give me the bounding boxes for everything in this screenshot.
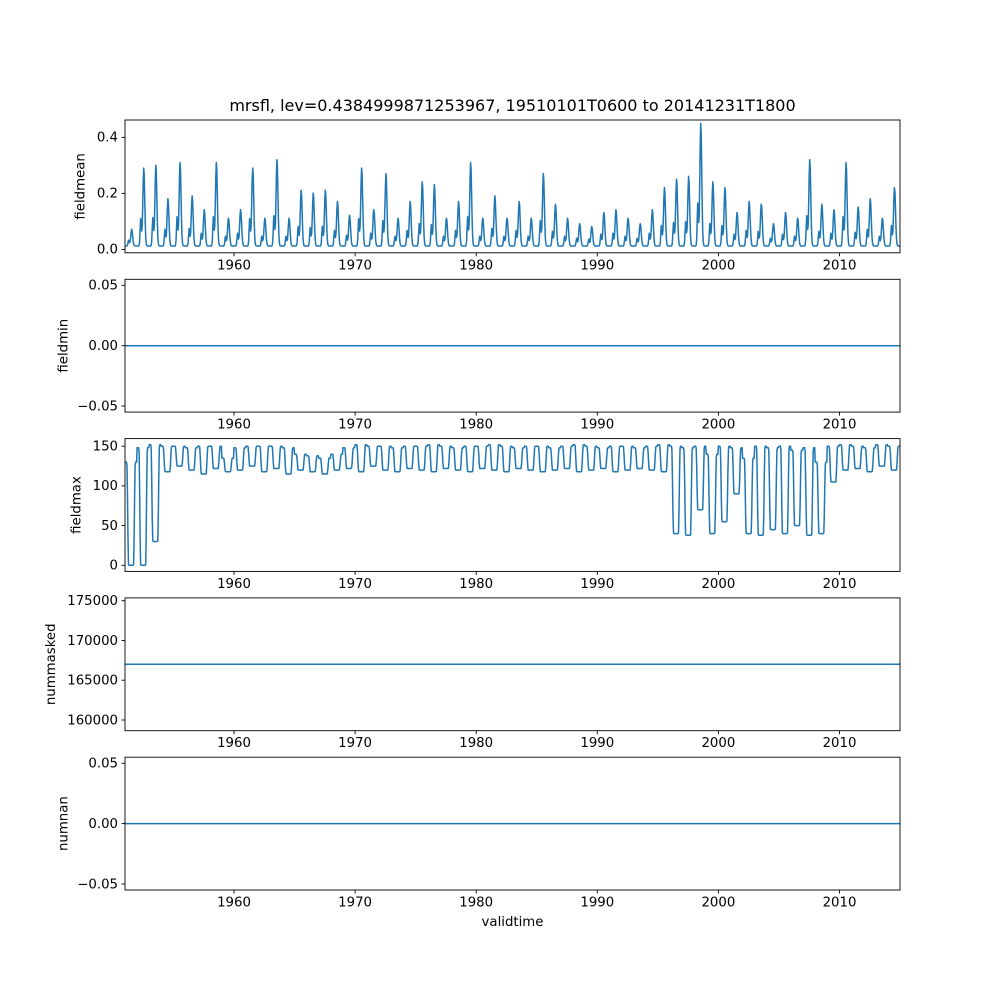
x-tick-label: 1960 <box>217 418 251 433</box>
axes-spines <box>124 438 901 572</box>
y-tick-label: 50 <box>101 519 118 534</box>
x-tick-label: 1990 <box>580 577 614 592</box>
y-tick-label: 0.05 <box>88 757 118 772</box>
y-axis-label-fieldmean: fieldmean <box>74 153 89 219</box>
x-tick-label: 2010 <box>823 258 857 273</box>
x-axis-label: validtime <box>482 915 544 930</box>
x-tick-label: 1960 <box>217 258 251 273</box>
x-tick-label: 1970 <box>338 577 372 592</box>
y-tick-label: 0.2 <box>97 187 118 202</box>
y-axis-label-numnan: numnan <box>57 796 72 851</box>
x-tick-label: 2010 <box>823 577 857 592</box>
x-tick-label: 1980 <box>459 418 493 433</box>
figure-title: mrsfl, lev=0.4384999871253967, 19510101T… <box>229 96 795 115</box>
y-tick-label: 0.00 <box>88 817 118 832</box>
x-tick-label: 1990 <box>580 896 614 911</box>
series-line-fieldmax <box>125 443 900 567</box>
y-axis-label-nummasked: nummasked <box>44 623 59 705</box>
x-tick-label: 1980 <box>459 258 493 273</box>
subplot-nummasked: 1960 1970 1980 1990 2000 2010 160000 165000 1700… <box>44 594 901 751</box>
x-tick-label: 1970 <box>338 736 372 751</box>
y-tick-label: 175000 <box>67 594 118 609</box>
subplot-numnan: 1960 1970 1980 1990 2000 2010 −0.05 0.00 0.05 num… <box>57 757 901 930</box>
subplot-fieldmin: 1960 1970 1980 1990 2000 2010 −0.05 0.00 0.05 fie… <box>57 279 901 433</box>
x-tick-label: 1970 <box>338 418 372 433</box>
x-tick-label: 2010 <box>823 896 857 911</box>
y-tick-label: 165000 <box>67 673 118 688</box>
x-tick-label: 1990 <box>580 258 614 273</box>
series-line-fieldmean <box>125 122 900 247</box>
y-axis-label-fieldmin: fieldmin <box>57 319 72 373</box>
subplot-fieldmean: 1960 1970 1980 1990 2000 2010 0.0 0.2 0.4 fieldme… <box>74 96 901 273</box>
x-tick-label: 2000 <box>701 577 735 592</box>
y-tick-label: −0.05 <box>77 877 118 892</box>
y-tick-label: −0.05 <box>77 399 118 414</box>
x-tick-label: 2000 <box>701 896 735 911</box>
y-tick-label: 170000 <box>67 634 118 649</box>
x-tick-label: 1990 <box>580 418 614 433</box>
x-tick-label: 1970 <box>338 896 372 911</box>
x-tick-label: 1980 <box>459 896 493 911</box>
y-tick-label: 0.05 <box>88 279 118 294</box>
x-tick-label: 2000 <box>701 736 735 751</box>
y-tick-label: 0.0 <box>97 243 118 258</box>
x-tick-label: 2010 <box>823 736 857 751</box>
y-tick-label: 100 <box>93 479 118 494</box>
axes-spines <box>124 119 901 254</box>
x-tick-label: 1960 <box>217 736 251 751</box>
subplot-fieldmax: 1960 1970 1980 1990 2000 2010 0 50 100 150 fieldma… <box>70 438 901 592</box>
y-tick-label: 0.4 <box>97 131 118 146</box>
y-tick-label: 160000 <box>67 713 118 728</box>
y-axis-label-fieldmax: fieldmax <box>70 476 85 534</box>
x-tick-label: 2010 <box>823 418 857 433</box>
x-tick-label: 1970 <box>338 258 372 273</box>
x-tick-label: 1960 <box>217 577 251 592</box>
x-tick-label: 1990 <box>580 736 614 751</box>
x-tick-label: 1980 <box>459 736 493 751</box>
x-tick-label: 2000 <box>701 418 735 433</box>
x-tick-label: 1980 <box>459 577 493 592</box>
y-tick-label: 0.00 <box>88 339 118 354</box>
y-tick-label: 150 <box>93 439 118 454</box>
x-tick-label: 2000 <box>701 258 735 273</box>
x-tick-label: 1960 <box>217 896 251 911</box>
axes-spines <box>124 597 901 732</box>
y-tick-label: 0 <box>110 559 118 574</box>
